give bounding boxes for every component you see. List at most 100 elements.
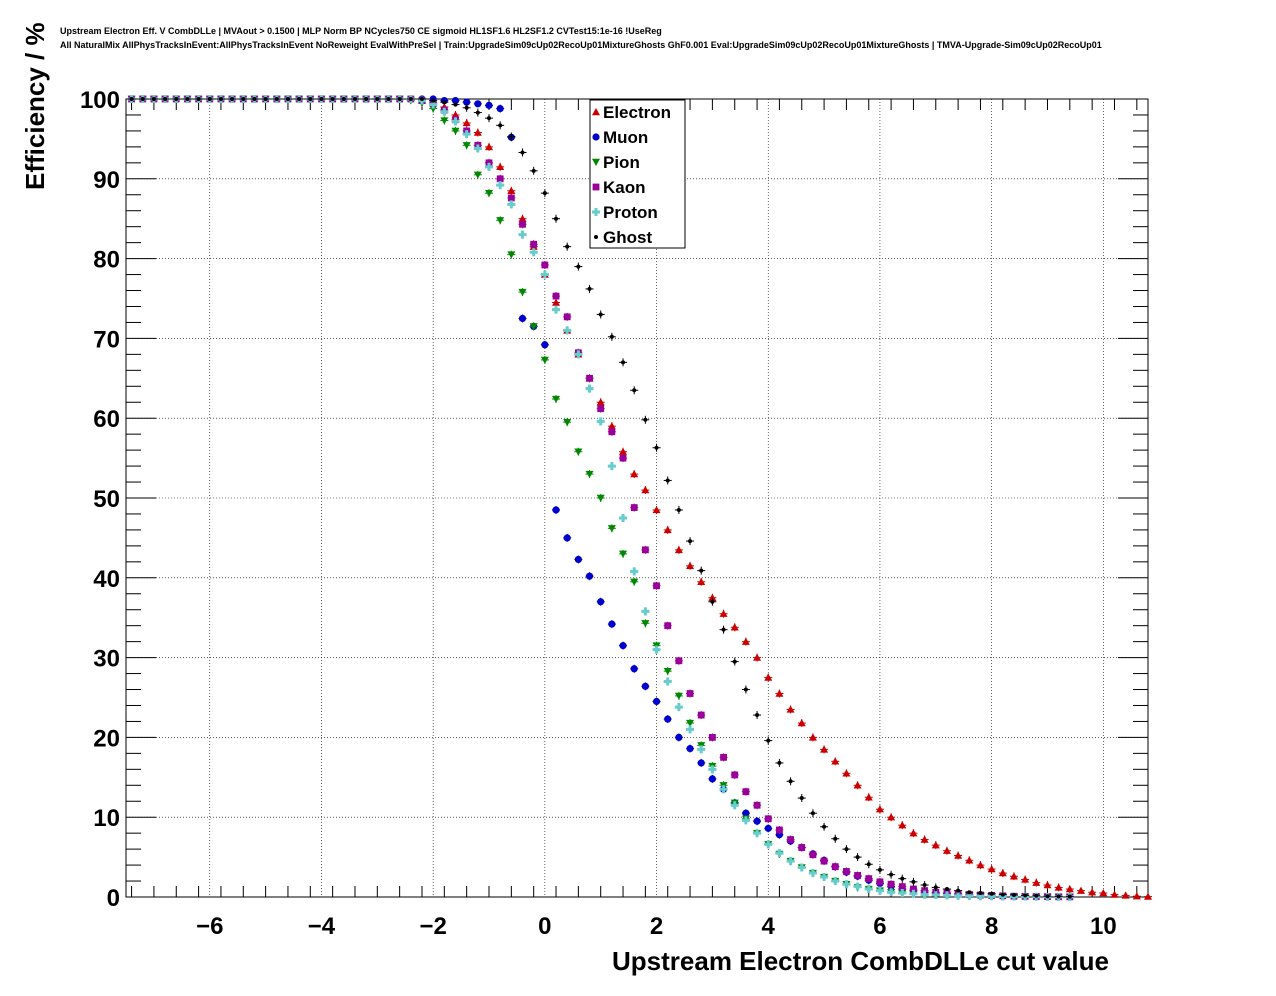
data-point [473, 108, 482, 117]
data-point [730, 770, 739, 779]
data-point [529, 248, 538, 257]
data-point [540, 260, 549, 269]
data-point [462, 103, 471, 112]
legend-label: Muon [603, 128, 648, 147]
data-point [1043, 894, 1052, 899]
data-point [887, 870, 896, 879]
data-point [652, 697, 661, 706]
data-point [641, 486, 650, 495]
data-point [529, 166, 538, 175]
data-point [1009, 893, 1018, 898]
chart-header: Upstream Electron Eff. V CombDLLe | MVAo… [60, 24, 1102, 52]
data-point [496, 104, 505, 113]
data-point [585, 284, 594, 293]
x-tick-label: 2 [650, 913, 663, 940]
data-point [507, 250, 516, 259]
data-point [1032, 893, 1041, 898]
data-point [149, 97, 158, 101]
data-point [518, 220, 527, 229]
data-point [630, 503, 639, 512]
data-point [976, 891, 985, 896]
data-point [496, 216, 505, 225]
data-point [138, 97, 147, 101]
data-point [395, 97, 404, 101]
legend-entry-proton: Proton [592, 203, 658, 222]
data-point [753, 817, 762, 826]
data-point [440, 100, 449, 105]
x-tick-label: 6 [873, 913, 886, 940]
y-tick-label: 50 [93, 486, 120, 513]
data-point [708, 597, 717, 606]
y-tick-label: 70 [93, 326, 120, 353]
data-point [485, 142, 494, 151]
data-point [708, 774, 717, 783]
data-point [708, 765, 717, 774]
data-point [283, 97, 292, 101]
data-point [619, 513, 628, 522]
x-tick-label: −4 [308, 913, 336, 940]
data-point [518, 148, 527, 157]
data-point [931, 883, 940, 892]
data-point [753, 653, 762, 662]
data-point [663, 677, 672, 686]
x-tick-label: −2 [419, 913, 446, 940]
data-point [853, 882, 862, 891]
data-point [686, 744, 695, 753]
data-point [864, 874, 873, 883]
data-point [853, 853, 862, 862]
data-point [552, 292, 561, 301]
data-point [786, 705, 795, 714]
data-point [641, 545, 650, 554]
data-point [641, 415, 650, 424]
data-point [697, 745, 706, 754]
data-point [920, 890, 929, 899]
y-tick-labels: 0 10 20 30 40 50 60 70 80 90 100 [80, 87, 120, 912]
data-point [686, 725, 695, 734]
data-point [485, 162, 494, 171]
legend: Electron Muon Pion Kaon Proton Ghost [589, 99, 686, 249]
data-point [496, 121, 505, 130]
data-point [920, 835, 929, 844]
data-point [473, 144, 482, 153]
y-tick-label: 90 [93, 167, 120, 194]
data-point [663, 525, 672, 534]
x-tick-labels: −6 −4 −2 0 2 4 6 8 10 [196, 913, 1117, 940]
data-point [362, 97, 371, 101]
data-point [239, 97, 248, 101]
data-point [719, 609, 728, 618]
data-point [875, 805, 884, 814]
data-point [1132, 892, 1141, 900]
data-point [596, 310, 605, 319]
data-point [708, 733, 717, 742]
data-point [172, 97, 181, 101]
data-point [942, 887, 951, 892]
data-point [808, 733, 817, 742]
data-point [161, 97, 170, 101]
data-point [842, 880, 851, 889]
data-point [261, 97, 270, 101]
legend-label: Proton [603, 203, 658, 222]
data-point [753, 711, 762, 720]
data-point [228, 97, 237, 101]
data-point [797, 719, 806, 728]
data-point [485, 189, 494, 198]
data-point [842, 769, 851, 778]
data-point [552, 305, 561, 314]
data-point [663, 667, 672, 676]
data-point [674, 656, 683, 665]
y-tick-label: 10 [93, 805, 120, 832]
data-point [1009, 872, 1018, 881]
data-point [842, 867, 851, 876]
data-point [630, 386, 639, 395]
data-point [797, 794, 806, 803]
data-point [652, 443, 661, 452]
data-point [686, 689, 695, 698]
data-point [350, 97, 359, 101]
data-point [820, 745, 829, 754]
data-point [607, 462, 616, 471]
data-point [507, 186, 516, 195]
data-point [674, 691, 683, 700]
header-line-1: Upstream Electron Eff. V CombDLLe | MVAo… [60, 26, 662, 36]
data-point [596, 404, 605, 413]
data-point [920, 881, 929, 890]
